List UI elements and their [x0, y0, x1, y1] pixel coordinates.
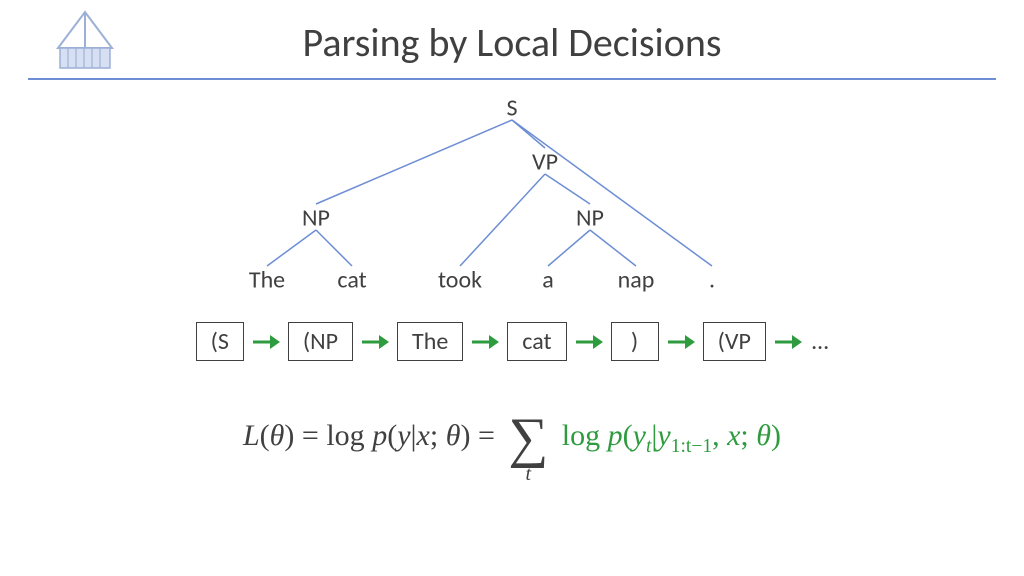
arrow-icon: [252, 332, 280, 352]
tree-node-NP1: NP: [302, 204, 330, 233]
page-title: Parsing by Local Decisions: [0, 0, 1024, 67]
tree-edges-svg: [0, 90, 1024, 310]
seq-token: (S: [196, 322, 244, 361]
formula-log-1: log: [326, 419, 372, 452]
tree-node-dot: .: [709, 266, 715, 295]
formula-x-2: x: [727, 419, 740, 452]
loss-formula: L(θ) = log p(y|x; θ) = ∑t log p(yt|y1:t−…: [0, 410, 1024, 466]
formula-theta-1: θ: [270, 419, 285, 452]
formula-yprev: y: [657, 419, 670, 452]
arrow-icon: [667, 332, 695, 352]
formula-t-sub: t: [646, 436, 651, 457]
tree-node-took: took: [438, 266, 482, 295]
summation: ∑t: [508, 410, 548, 466]
formula-term-green: log p(yt|y1:t−1, x; θ): [562, 419, 781, 452]
logo: [50, 8, 120, 77]
sum-sub: t: [526, 463, 532, 486]
formula-x-1: x: [417, 419, 430, 452]
formula-log-2: log: [562, 419, 608, 452]
sequence-row: (S (NP The cat) (VP …: [0, 322, 1024, 361]
tree-node-The: The: [249, 266, 285, 295]
tree-node-S: S: [506, 94, 517, 123]
formula-p-2: p: [608, 419, 623, 452]
sum-symbol: ∑: [508, 410, 548, 466]
seq-token: (NP: [288, 322, 353, 361]
arrow-icon: [471, 332, 499, 352]
seq-token: (VP: [703, 322, 766, 361]
arrow-icon: [361, 332, 389, 352]
formula-eq-1: =: [294, 419, 326, 452]
arrow-icon: [575, 332, 603, 352]
formula-theta-2: θ: [446, 419, 461, 452]
seq-token: ): [611, 322, 659, 361]
formula-theta-3: θ: [756, 419, 771, 452]
tree-node-VP: VP: [532, 148, 558, 177]
seq-token: cat: [507, 322, 566, 361]
formula-L: L: [243, 419, 260, 452]
arrow-icon: [774, 332, 802, 352]
formula-comma: ,: [712, 419, 727, 452]
parse-tree: S VP NP NP The cat took a nap.: [0, 90, 1024, 310]
header: Parsing by Local Decisions: [0, 0, 1024, 82]
tree-node-cat: cat: [337, 266, 366, 295]
formula-yt: y: [633, 419, 646, 452]
formula-p-1: p: [372, 419, 387, 452]
formula-y-1: y: [397, 419, 410, 452]
tree-node-nap: nap: [618, 266, 655, 295]
tree-node-NP2: NP: [576, 204, 604, 233]
tree-node-a: a: [542, 266, 554, 295]
formula-prev-sub: 1:t−1: [671, 436, 712, 457]
seq-ellipsis: …: [810, 327, 829, 356]
formula-eq-2: =: [470, 419, 502, 452]
divider: [28, 78, 996, 80]
seq-token: The: [397, 322, 463, 361]
